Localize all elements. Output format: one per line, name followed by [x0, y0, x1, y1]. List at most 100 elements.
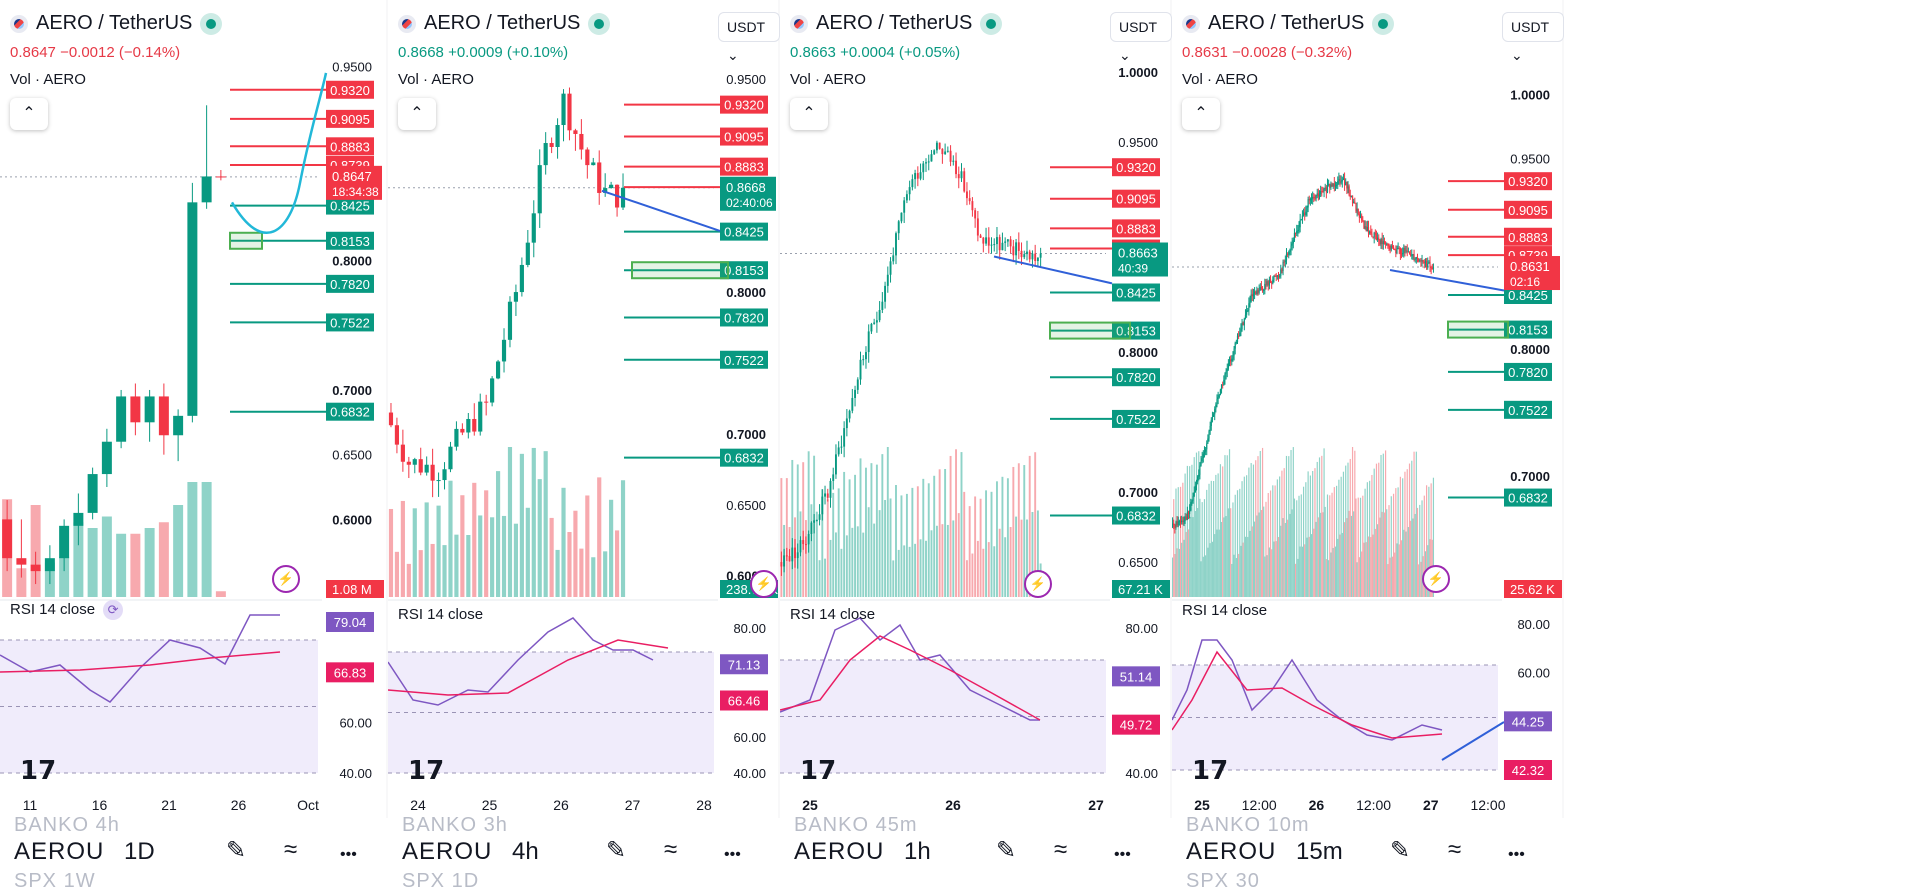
volume-bar	[1315, 521, 1317, 597]
symbol-picker[interactable]: AEROU	[402, 838, 493, 865]
chart-panel-p1[interactable]: 0.9320 0.9095 0.8883 0.8739 0.8425 0.8153 0.78…	[0, 0, 388, 887]
candle-body	[1391, 245, 1394, 247]
timeframe-picker[interactable]: 15m	[1296, 838, 1343, 865]
symbol-list-prev[interactable]: BANKO 10m	[1186, 814, 1310, 836]
volume-bar	[1192, 517, 1194, 597]
lightning-icon[interactable]: ⚡	[750, 570, 778, 598]
tradingview-logo[interactable]: 17	[20, 756, 57, 786]
candle-body	[484, 401, 489, 403]
volume-bar	[914, 543, 917, 597]
candle-body	[130, 396, 141, 423]
timeframe-picker[interactable]: 1h	[904, 838, 931, 865]
more-icon[interactable]: •••	[1508, 846, 1525, 863]
candle-body	[1358, 214, 1360, 218]
trend-lines-icon[interactable]: ≈	[664, 836, 678, 863]
volume-bar	[1316, 461, 1318, 597]
candle-body	[1264, 283, 1266, 290]
symbol-header[interactable]: AERO / TetherUS	[790, 12, 1003, 35]
more-icon[interactable]: •••	[340, 846, 357, 863]
symbol-list-prev[interactable]: BANKO 45m	[794, 814, 918, 836]
candle-body	[960, 171, 963, 179]
candle-body	[144, 396, 155, 423]
symbol-picker[interactable]: AEROU	[14, 838, 105, 865]
trend-line	[1389, 269, 1505, 292]
collapse-chevron-icon[interactable]: ⌃	[790, 98, 828, 130]
candle-body	[935, 142, 938, 151]
symbol-list-next[interactable]: SPX 30	[1186, 870, 1260, 887]
volume-bar	[1006, 478, 1009, 597]
candle-body	[881, 301, 884, 311]
lightning-icon[interactable]: ⚡	[1024, 570, 1052, 598]
volume-bar	[1212, 481, 1215, 597]
tradingview-logo[interactable]: 17	[408, 756, 445, 786]
collapse-chevron-icon[interactable]: ⌃	[1182, 98, 1220, 130]
candle-body	[865, 352, 867, 360]
timeframe-picker[interactable]: 4h	[512, 838, 539, 865]
currency-selector[interactable]: USDT ⌄	[1502, 12, 1564, 63]
candle-body	[922, 163, 925, 173]
candle-body	[908, 187, 911, 195]
candle-body	[1324, 187, 1326, 189]
pencil-icon[interactable]: ✎	[1390, 837, 1411, 864]
candle-body	[1210, 419, 1212, 426]
volume-bar	[875, 464, 878, 597]
symbol-list-prev[interactable]: BANKO 3h	[402, 814, 508, 836]
symbol-list-next[interactable]: SPX 1D	[402, 870, 480, 887]
rsi-axis-tick: 51.14	[1120, 669, 1153, 684]
volume-bar	[1356, 562, 1358, 597]
more-icon[interactable]: •••	[1114, 846, 1131, 863]
candle-body	[1234, 342, 1236, 349]
candle-body	[840, 446, 843, 448]
symbol-picker[interactable]: AEROU	[1186, 838, 1277, 865]
tradingview-logo[interactable]: 17	[1192, 756, 1229, 786]
volume-bar	[1217, 473, 1219, 597]
chart-panel-p3[interactable]: 0.93200.90950.88830.87390.84250.81530.78…	[780, 0, 1172, 887]
volume-bar	[968, 506, 971, 597]
chart-panel-p2[interactable]: 0.93200.90950.88830.87390.84250.81530.78…	[388, 0, 780, 887]
trend-lines-icon[interactable]: ≈	[1448, 836, 1462, 863]
candle-body	[1172, 523, 1174, 528]
lightning-icon[interactable]: ⚡	[272, 565, 300, 593]
currency-selector[interactable]: USDT ⌄	[1110, 12, 1172, 63]
candle-body	[1209, 425, 1211, 432]
lightning-icon[interactable]: ⚡	[1422, 565, 1450, 593]
volume-bar	[829, 539, 832, 597]
timeframe-picker[interactable]: 1D	[124, 838, 155, 865]
candle-body	[1310, 198, 1313, 200]
trend-lines-icon[interactable]: ≈	[1054, 836, 1068, 863]
volume-bar	[1214, 534, 1216, 597]
tradingview-logo[interactable]: 17	[800, 756, 837, 786]
candle-body	[1258, 290, 1260, 293]
volume-bar	[597, 477, 602, 597]
resistance-label-bg	[326, 137, 374, 156]
volume-bar	[1227, 508, 1229, 597]
candle-body	[1250, 294, 1252, 302]
candle-body	[1343, 178, 1346, 186]
collapse-chevron-icon[interactable]: ⌃	[10, 98, 48, 130]
symbol-list-prev[interactable]: BANKO 4h	[14, 814, 120, 836]
pencil-icon[interactable]: ✎	[996, 837, 1017, 864]
x-axis-tick: 26	[231, 797, 247, 813]
chart-panel-p4[interactable]: 0.9320 0.9095 0.8883 0.8739 0.8425 0.8153 0.78…	[1172, 0, 1564, 887]
more-icon[interactable]: •••	[724, 846, 741, 863]
symbol-header[interactable]: AERO / TetherUS	[1182, 12, 1395, 35]
trend-lines-icon[interactable]: ≈	[284, 836, 298, 863]
volume-bar	[1406, 469, 1408, 597]
symbol-header[interactable]: AERO / TetherUS	[398, 12, 611, 35]
symbol-header[interactable]: AERO / TetherUS	[10, 12, 223, 35]
symbol-picker[interactable]: AEROU	[794, 838, 885, 865]
symbol-list-next[interactable]: SPX 1W	[14, 870, 96, 887]
volume-bar	[87, 528, 98, 597]
pencil-icon[interactable]: ✎	[226, 837, 247, 864]
volume-bar	[1423, 495, 1425, 597]
candle-body	[1398, 247, 1400, 249]
pencil-icon[interactable]: ✎	[606, 837, 627, 864]
refresh-icon[interactable]: ⟳	[103, 600, 124, 620]
x-axis-tick: 12:00	[1356, 797, 1391, 813]
volume-bar	[73, 522, 84, 597]
volume-bar	[1323, 448, 1325, 597]
collapse-chevron-icon[interactable]: ⌃	[398, 98, 436, 130]
candle-body	[549, 143, 554, 147]
currency-selector[interactable]: USDT ⌄	[718, 12, 780, 63]
candle-body	[1305, 211, 1307, 215]
